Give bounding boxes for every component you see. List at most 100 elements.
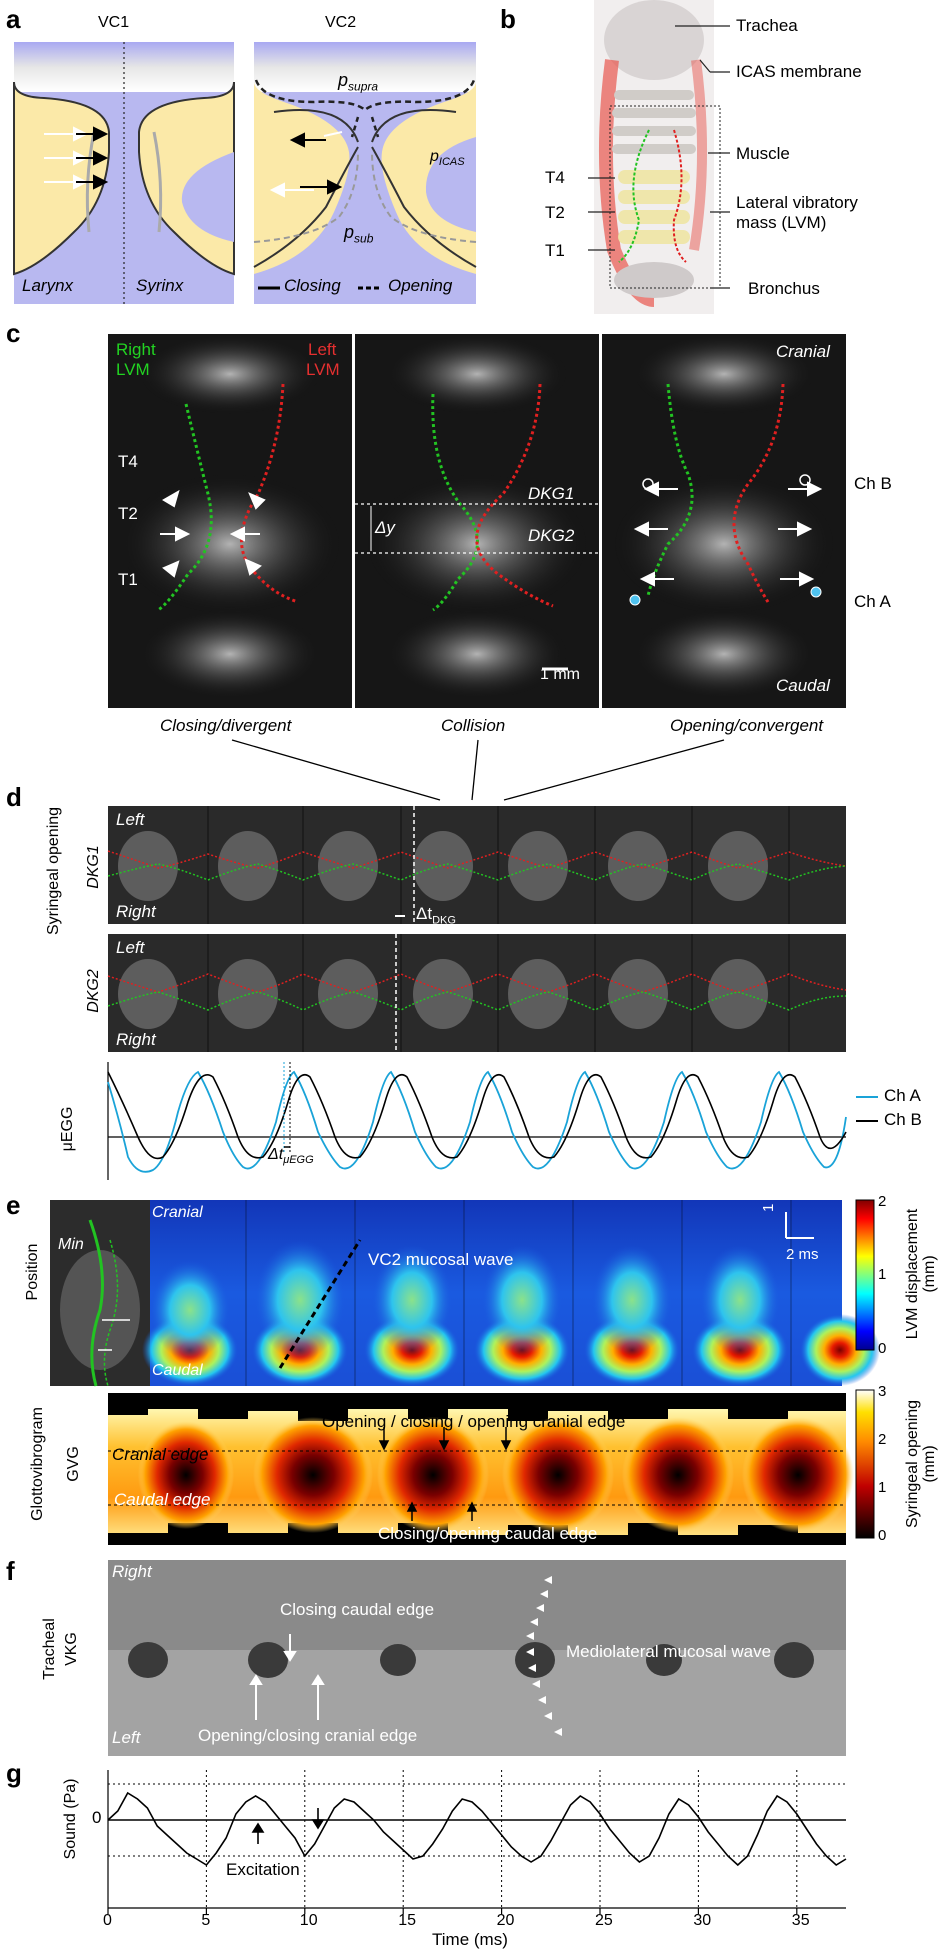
- label-dkg1-c: DKG1: [528, 484, 575, 503]
- dkg2-right-label: Right: [116, 1030, 156, 1049]
- panel-label-g: g: [6, 1758, 22, 1788]
- dkg2-ylabel: DKG2: [85, 969, 102, 1013]
- label-t1-c: T1: [118, 570, 138, 589]
- vc1-diagram: [13, 42, 235, 304]
- gvg-bottom-annotation: Closing/opening caudal edge: [378, 1524, 598, 1543]
- label-t2-c: T2: [118, 504, 138, 523]
- scale-mm-label: 1 mm: [760, 1174, 777, 1213]
- label-delta-y: Δy: [375, 518, 395, 537]
- label-caudal-e: Caudal: [152, 1362, 203, 1379]
- legend-ch-b: Ch B: [884, 1110, 922, 1129]
- dkg1-image: [108, 806, 846, 924]
- position-ylabel: Position: [24, 1243, 41, 1301]
- label-lvm-2: mass (LVM): [736, 213, 827, 232]
- legend-opening: Opening: [388, 276, 453, 295]
- dkg1-ylabel: DKG1: [85, 845, 102, 889]
- vc1-title: VC1: [98, 14, 130, 31]
- uegg-ylabel: μEGG: [59, 1106, 76, 1152]
- label-lvm-1: Lateral vibratory: [736, 193, 858, 212]
- connector-lines: [231, 739, 725, 801]
- label-t1-b: T1: [545, 241, 565, 260]
- vc2-wave-label: VC2 mucosal wave: [368, 1250, 514, 1269]
- uegg-plot: [107, 1062, 847, 1180]
- cbar1-unit: (mm): [921, 1255, 938, 1293]
- larynx-label: Larynx: [22, 276, 74, 295]
- legend-ch-a-line: [856, 1096, 878, 1098]
- syringeal-opening-ylabel: Syringeal opening: [45, 806, 62, 936]
- left-lvm-2: LVM: [306, 360, 340, 379]
- label-cranial-e: Cranial: [152, 1204, 203, 1221]
- dkg2-left-label: Left: [116, 938, 145, 957]
- tracheal-ylabel: Tracheal: [41, 1618, 58, 1680]
- opening-cranial-label: Opening/closing cranial edge: [198, 1726, 418, 1745]
- gvg-ylabel-1: Glottovibrogram: [29, 1407, 46, 1521]
- excitation-label: Excitation: [226, 1860, 300, 1879]
- label-trachea: Trachea: [736, 16, 798, 35]
- panel-label-b: b: [500, 4, 516, 34]
- label-icas-membrane: ICAS membrane: [736, 62, 862, 81]
- p-sub-label: psub: [344, 222, 374, 246]
- x-axis-label: Time (ms): [432, 1930, 508, 1949]
- panel-label-f: f: [6, 1556, 15, 1586]
- dkg-traces: [107, 806, 847, 1052]
- left-lvm-1: Left: [308, 340, 337, 359]
- sound-zero-label: 0: [92, 1808, 102, 1827]
- x-tick-label-10: 10: [299, 1912, 318, 1929]
- caudal-edge-label: Caudal edge: [114, 1490, 211, 1509]
- label-cranial-c: Cranial: [776, 342, 830, 361]
- p-icas-label: pICAS: [430, 148, 465, 169]
- p-supra-label: psupra: [338, 70, 379, 94]
- label-ch-a-c: Ch A: [854, 592, 891, 611]
- label-muscle: Muscle: [736, 144, 790, 163]
- right-lvm-2: LVM: [116, 360, 150, 379]
- label-t2-b: T2: [545, 203, 565, 222]
- cranial-edge-label: Cranial edge: [112, 1445, 209, 1464]
- caption-closing: Closing/divergent: [160, 716, 292, 735]
- legend-ch-b-line: [856, 1120, 878, 1122]
- caption-opening: Opening/convergent: [670, 716, 824, 735]
- cbar2-tick-2: 2: [878, 1431, 887, 1448]
- label-caudal-c: Caudal: [776, 676, 830, 695]
- sound-plot: [107, 1770, 847, 1914]
- min-label: Min: [58, 1236, 84, 1253]
- legend-opening-line: [358, 286, 382, 290]
- legend-closing: Closing: [284, 276, 341, 295]
- colorbar-lvm: [855, 1199, 875, 1351]
- lvm-displacement-heatmap: [142, 1200, 880, 1386]
- cbar1-tick-2: 2: [878, 1193, 887, 1210]
- cbar1-tick-1: 1: [878, 1266, 887, 1283]
- x-tick-label-30: 30: [693, 1912, 712, 1929]
- panel-label-d: d: [6, 782, 22, 812]
- right-lvm-1: Right: [116, 340, 156, 359]
- mucosal-wave-label: Mediolateral mucosal wave: [566, 1642, 772, 1661]
- vkg-overlay: [108, 1560, 846, 1756]
- cbar2-unit: (mm): [921, 1445, 938, 1483]
- delta-t-uegg-label: ΔtμEGG: [268, 1146, 314, 1167]
- panel-label-a: a: [6, 4, 21, 34]
- glottovibrogram: [108, 1393, 854, 1545]
- closing-caudal-label: Closing caudal edge: [280, 1600, 435, 1619]
- colorbar-opening: [855, 1389, 875, 1539]
- cbar2-tick-1: 1: [878, 1479, 887, 1496]
- label-t4-b: T4: [545, 168, 565, 187]
- syrinx-3d-render: [594, 0, 714, 314]
- caption-collision: Collision: [441, 716, 506, 735]
- x-tick-label-15: 15: [398, 1912, 416, 1929]
- x-tick-label-25: 25: [595, 1912, 613, 1929]
- cbar2-tick-3: 3: [878, 1383, 887, 1400]
- sound-series-line: [107, 1791, 847, 1867]
- label-dkg2-c: DKG2: [528, 526, 575, 545]
- thumbnail-curves: [60, 1219, 140, 1387]
- vkg-left-label: Left: [112, 1728, 141, 1747]
- legend-ch-a: Ch A: [884, 1086, 921, 1105]
- label-ch-b-c: Ch B: [854, 474, 892, 493]
- gvg-ylabel-2: GVG: [65, 1446, 82, 1482]
- syrinx-label: Syrinx: [136, 276, 184, 295]
- panel-b-box-and-leaders: [588, 25, 730, 289]
- panel-label-e: e: [6, 1190, 21, 1220]
- gvg-top-annotation: Opening / closing / opening cranial edge: [322, 1412, 626, 1431]
- cbar2-label: Syringeal opening: [904, 1399, 921, 1529]
- dkg1-left-label: Left: [116, 810, 145, 829]
- sound-ylabel: Sound (Pa): [62, 1778, 79, 1860]
- delta-t-dkg-label: ΔtDKG: [416, 904, 456, 927]
